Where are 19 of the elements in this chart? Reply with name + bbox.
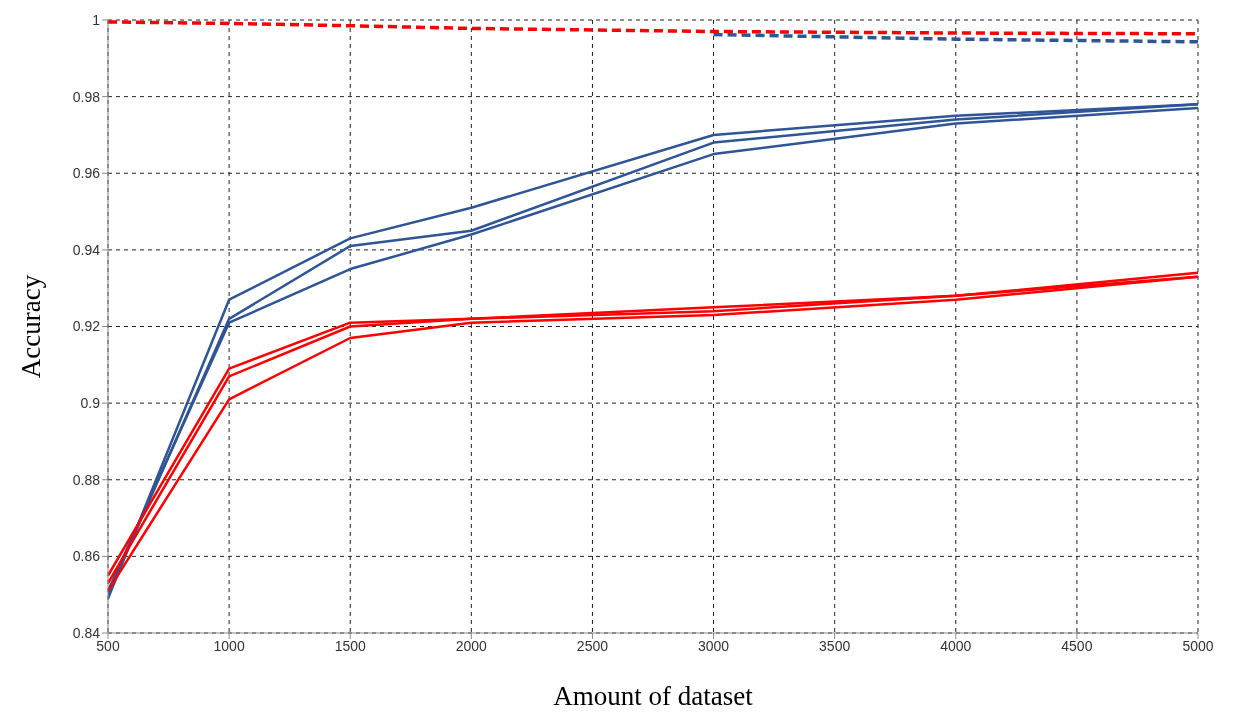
x-tick-label: 2500 — [576, 637, 609, 654]
x-tick-label: 5000 — [1182, 637, 1214, 654]
y-tick-label: 0.92 — [72, 318, 101, 335]
y-tick-label: 0.9 — [80, 395, 101, 412]
y-axis-title: Accuracy — [15, 274, 46, 379]
y-tick-label: 0.98 — [72, 88, 101, 105]
x-tick-label: 3000 — [697, 637, 730, 654]
x-axis-title: Amount of dataset — [553, 681, 754, 711]
y-tick-label: 0.88 — [72, 471, 101, 488]
y-tick-label: 1 — [92, 11, 101, 28]
x-tick-label: 3500 — [819, 637, 851, 654]
y-tick-label: 0.86 — [72, 548, 101, 565]
y-tick-label: 0.94 — [72, 241, 101, 258]
x-tick-label: 2000 — [455, 637, 488, 654]
x-tick-label: 1000 — [213, 637, 245, 654]
x-tick-label: 4000 — [940, 637, 972, 654]
x-tick-label: 4500 — [1061, 637, 1093, 654]
x-tick-label: 1500 — [334, 637, 366, 654]
y-tick-label: 0.96 — [72, 165, 101, 182]
